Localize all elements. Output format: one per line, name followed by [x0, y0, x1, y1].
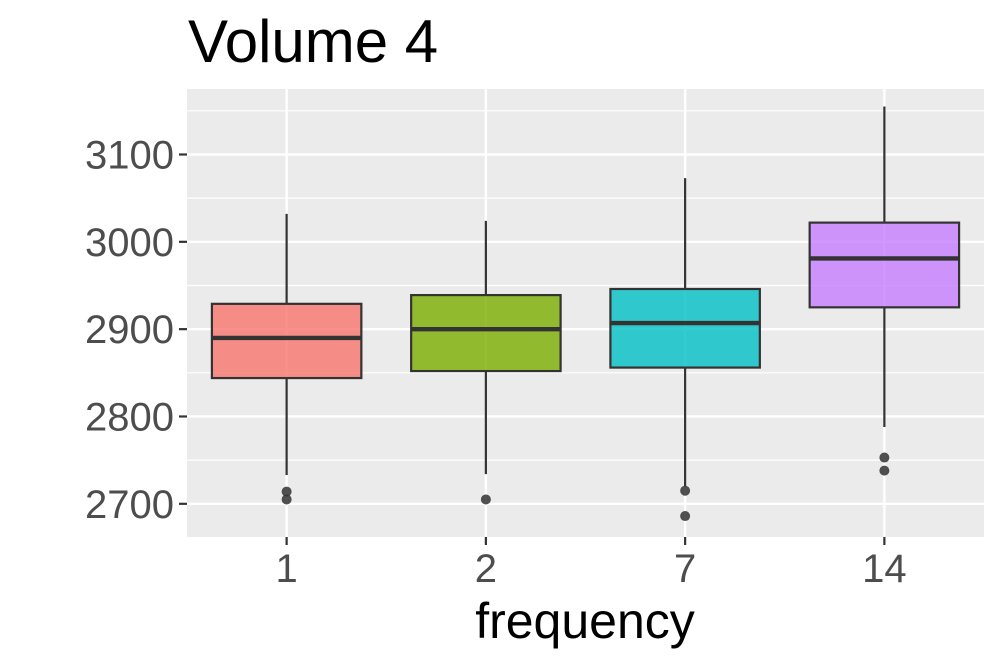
- y-tick-label: 2800: [85, 395, 174, 439]
- y-tick-label: 3100: [85, 133, 174, 177]
- x-tick-label: 7: [674, 547, 696, 591]
- x-tick-label: 1: [276, 547, 298, 591]
- y-axis: 2700 2800 2900 3000 3100: [85, 133, 187, 527]
- x-axis: 1 2 7 14: [276, 537, 907, 591]
- y-tick-label: 3000: [85, 221, 174, 265]
- outlier-point: [680, 485, 691, 496]
- y-tick-label: 2700: [85, 483, 174, 527]
- x-tick-label: 14: [862, 547, 907, 591]
- outlier-point: [480, 494, 491, 505]
- chart-title: Volume 4: [188, 8, 438, 75]
- box-7: [609, 178, 761, 522]
- y-tick-label: 2900: [85, 308, 174, 352]
- x-tick-label: 2: [475, 547, 497, 591]
- box-2: [410, 220, 562, 505]
- box-body: [609, 287, 761, 369]
- outlier-point: [879, 465, 890, 476]
- outlier-point: [680, 511, 691, 522]
- outlier-point: [281, 494, 292, 505]
- box-1: [210, 213, 363, 505]
- box-body: [410, 293, 562, 373]
- box-14: [808, 106, 961, 476]
- box-body: [210, 302, 363, 380]
- outlier-point: [879, 452, 890, 463]
- outlier-point: [281, 486, 292, 497]
- boxplot-series: [210, 106, 961, 522]
- box-body: [808, 221, 961, 309]
- x-axis-label: frequency: [475, 593, 695, 649]
